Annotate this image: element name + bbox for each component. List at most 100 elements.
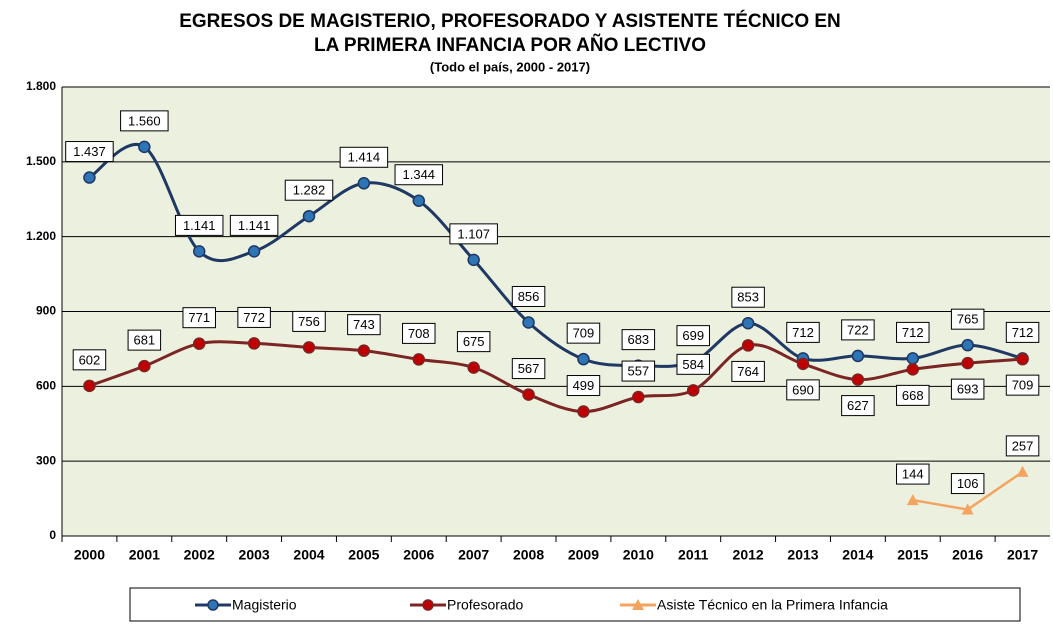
x-tick-label: 2008	[513, 547, 544, 563]
x-tick-label: 2014	[842, 547, 873, 563]
marker	[961, 338, 974, 352]
marker	[138, 359, 151, 373]
data-label-box	[841, 395, 875, 417]
data-label: 1.344	[403, 167, 436, 182]
data-label: 1.282	[293, 183, 326, 198]
marker	[467, 253, 480, 267]
data-label: 699	[682, 328, 704, 343]
data-label: 602	[79, 352, 101, 367]
data-label-box	[896, 384, 930, 406]
data-label-box	[237, 306, 271, 328]
data-label: 144	[902, 467, 924, 482]
marker	[357, 344, 371, 357]
data-label-box	[731, 360, 765, 382]
data-label: 683	[627, 332, 649, 347]
legend-marker	[632, 599, 644, 610]
marker	[302, 341, 316, 354]
x-tick-label: 2016	[952, 547, 983, 563]
data-label-box	[676, 353, 710, 375]
data-label-box	[284, 179, 334, 201]
data-label-box	[841, 319, 875, 341]
data-label-box	[950, 308, 985, 330]
marker	[192, 245, 206, 258]
marker	[796, 357, 810, 371]
marker	[1016, 465, 1029, 477]
data-label: 584	[682, 357, 704, 372]
data-label: 675	[463, 334, 485, 349]
marker	[412, 194, 426, 207]
data-label-box	[65, 141, 114, 163]
data-label: 681	[133, 333, 155, 348]
data-label-box	[950, 473, 985, 495]
data-label: 722	[847, 322, 869, 337]
data-label: 1.141	[238, 218, 271, 233]
marker	[83, 379, 96, 393]
data-label: 567	[518, 361, 540, 376]
marker	[247, 337, 261, 350]
y-tick-label: 0	[49, 528, 56, 542]
marker	[522, 388, 535, 401]
data-label-box	[511, 285, 546, 307]
data-label-box	[950, 378, 985, 400]
data-label-box	[72, 349, 107, 371]
data-label: 668	[902, 388, 924, 403]
data-label-box	[127, 329, 162, 351]
chart-title: EGRESOS DE MAGISTERIO, PROFESORADO Y ASI…	[179, 10, 841, 32]
x-tick-label: 2015	[897, 547, 928, 563]
data-label-box	[786, 321, 820, 343]
data-label: 557	[627, 363, 649, 378]
data-label-box	[566, 322, 601, 344]
data-label-box	[394, 164, 444, 186]
marker	[247, 245, 261, 258]
data-label: 693	[957, 382, 979, 397]
data-label: 627	[847, 398, 869, 413]
marker	[686, 384, 700, 397]
y-tick-label: 1.200	[26, 229, 56, 243]
data-label-box	[347, 314, 381, 336]
marker	[851, 349, 865, 363]
chart-subtitle: (Todo el país, 2000 - 2017)	[430, 59, 590, 74]
data-label-box	[731, 286, 765, 308]
data-label: 1.107	[457, 226, 490, 241]
marker	[83, 171, 96, 184]
data-label: 743	[353, 317, 375, 332]
data-label-box	[786, 379, 820, 401]
legend-marker	[422, 599, 434, 611]
data-label-box	[896, 463, 930, 485]
marker	[741, 316, 755, 330]
data-label-box	[449, 223, 498, 245]
data-label: 853	[737, 290, 759, 305]
data-label: 106	[957, 476, 979, 491]
data-label-box	[456, 331, 491, 353]
data-label-box	[174, 214, 224, 236]
data-label: 771	[188, 310, 210, 325]
data-label: 765	[957, 312, 979, 327]
legend-label: Magisterio	[232, 597, 297, 613]
legend-label: Profesorado	[447, 597, 523, 613]
data-label-box	[511, 358, 546, 380]
x-tick-label: 2007	[458, 547, 489, 563]
x-tick-label: 2002	[184, 547, 215, 563]
marker	[906, 363, 920, 376]
data-label: 257	[1012, 438, 1034, 453]
x-tick-label: 2004	[293, 547, 324, 563]
x-tick-label: 2000	[74, 547, 105, 563]
data-label-box	[402, 322, 436, 344]
marker	[192, 337, 206, 350]
marker	[851, 373, 865, 386]
y-tick-label: 1.800	[26, 79, 56, 93]
data-label: 1.414	[348, 150, 381, 165]
x-tick-label: 2005	[348, 547, 379, 563]
data-label-box	[292, 310, 326, 332]
data-label-box	[1005, 321, 1040, 343]
data-label-box	[566, 375, 601, 397]
marker	[961, 356, 974, 370]
marker	[302, 209, 316, 223]
data-label: 712	[1012, 325, 1034, 340]
marker	[467, 361, 480, 374]
data-label: 756	[298, 314, 320, 329]
data-label: 1.560	[128, 113, 161, 128]
data-label: 712	[792, 325, 814, 340]
data-label-box	[896, 321, 930, 343]
data-label: 772	[243, 310, 265, 325]
